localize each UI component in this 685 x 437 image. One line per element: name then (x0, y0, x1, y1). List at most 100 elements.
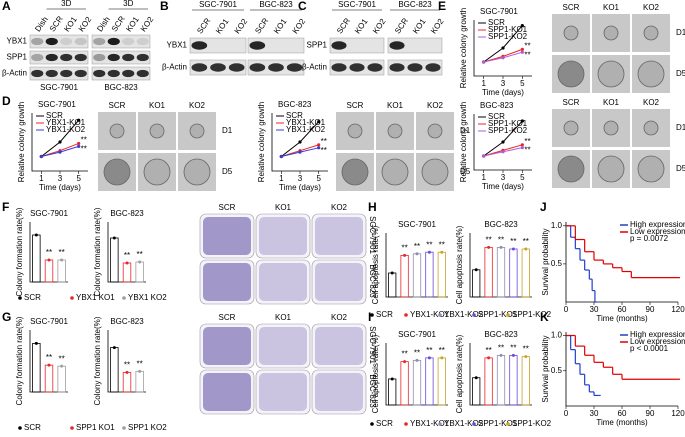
bar (44, 364, 54, 393)
lane-label: KO1 (411, 17, 428, 36)
lane-label: KO1 (353, 17, 370, 36)
point (501, 140, 505, 144)
bar (122, 262, 132, 283)
bar (472, 377, 481, 406)
spheroid (183, 158, 211, 186)
annotation: ** (510, 237, 516, 246)
point (440, 250, 444, 254)
legend-label: SPP1-KO2 (512, 310, 552, 319)
annotation: ** (426, 346, 432, 355)
lane-label: KO2 (291, 17, 308, 36)
bar (135, 261, 144, 283)
lane-label: KO1 (62, 15, 79, 34)
chart-title: BGC-823 (110, 317, 144, 326)
band (136, 69, 149, 78)
bar (32, 343, 41, 393)
band (31, 69, 44, 78)
plate (311, 323, 367, 369)
bar (400, 254, 409, 298)
bar (388, 378, 397, 406)
legend-label: SCR (24, 423, 41, 432)
legend-label: SPP1-KO2 (488, 126, 528, 135)
bar (110, 347, 119, 393)
lane-label: KO2 (371, 17, 388, 36)
column-label: KO1 (387, 101, 404, 110)
band (93, 69, 106, 78)
band (45, 53, 58, 62)
point (499, 353, 503, 357)
band (31, 37, 44, 46)
y-tick-label: 0.5 (551, 366, 563, 375)
point (524, 355, 528, 359)
x-tick-label: 1 (481, 173, 486, 182)
annotation: ** (137, 359, 143, 368)
point (125, 370, 129, 374)
y-axis-label: Relative colony growth (17, 102, 26, 182)
chart-title: SGC-7901 (398, 330, 436, 339)
lane-label: SCR (335, 16, 352, 35)
point (487, 356, 491, 360)
point (487, 245, 491, 249)
legend-dot (18, 296, 22, 300)
legend-dot (122, 426, 126, 430)
annotation: ** (426, 240, 432, 249)
x-tick-label: 120 (671, 305, 685, 314)
spheroid (149, 123, 165, 139)
point (499, 245, 503, 249)
band (60, 53, 73, 62)
point (520, 143, 524, 147)
x-tick-label: 5 (520, 79, 525, 88)
legend-label: SPP1-KO1 (478, 419, 518, 428)
colonies (203, 373, 251, 411)
annotation: ** (414, 348, 420, 357)
bar (110, 237, 119, 283)
annotation: ** (321, 137, 327, 146)
legend-label: YBX1-KO1 (410, 419, 450, 428)
bar (425, 251, 434, 298)
plate (255, 259, 311, 305)
point (34, 233, 38, 237)
column-label: SCR (109, 101, 126, 110)
chart-title: BGC-823 (278, 100, 312, 109)
x-tick-label: 60 (618, 305, 627, 314)
legend-dot (506, 313, 510, 317)
lane-label: KO1 (272, 17, 289, 36)
column-label: KO2 (331, 313, 348, 322)
bar (521, 356, 530, 406)
column-label: KO1 (603, 98, 620, 107)
legend-label: YBX1-KO1 (286, 118, 326, 127)
colonies (315, 327, 363, 365)
band (45, 69, 58, 78)
x-tick-label: 1 (39, 174, 44, 183)
band (31, 53, 44, 62)
colonies (259, 217, 307, 255)
y-axis-label: Survival probability (541, 228, 550, 295)
x-tick-label: 3 (501, 79, 506, 88)
lane-label: Dish (95, 15, 112, 33)
point (317, 146, 321, 150)
panel-letter: D (2, 94, 11, 108)
legend-label: SCR (24, 293, 41, 302)
point (520, 146, 524, 150)
bar (521, 248, 530, 298)
point (403, 253, 407, 257)
band (228, 63, 245, 72)
bar (44, 259, 54, 283)
colonies (315, 217, 363, 255)
colonies (203, 327, 251, 365)
panel-letter: A (2, 0, 11, 13)
spheroid (637, 155, 665, 183)
legend-label: SCR (376, 310, 393, 319)
row-label: D5 (460, 167, 471, 176)
y-axis-label: Colony formation rate(%) (15, 316, 24, 405)
legend-label: YBX1-KO2 (444, 419, 484, 428)
colonies (203, 217, 251, 255)
legend-dot (404, 422, 408, 426)
annotation: ** (524, 42, 530, 51)
spheroid (557, 155, 585, 183)
spheroid (387, 123, 403, 139)
x-axis-label: Time (days) (482, 182, 524, 191)
point (390, 271, 394, 275)
annotation: ** (439, 240, 445, 249)
